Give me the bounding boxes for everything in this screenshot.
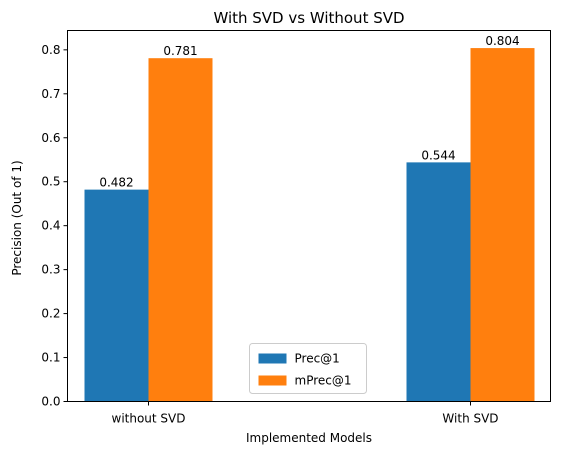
y-tick-label: 0.4 [41,219,60,233]
y-tick-label: 0.7 [41,87,60,101]
bar-mprec1-with-svd [470,48,535,402]
y-tick-label: 0.2 [41,307,60,321]
legend: Prec@1 mPrec@1 [249,343,367,394]
legend-swatch [258,375,287,386]
legend-label: mPrec@1 [295,374,352,388]
legend-label: Prec@1 [295,352,340,366]
data-label: 0.804 [485,34,519,48]
bar-prec1-with-svd [406,162,471,402]
y-axis-ticks: 0.0 0.1 0.2 0.3 0.4 0.5 0.6 0.7 0.8 [41,43,68,409]
bar-prec1-without-svd [84,189,149,402]
data-label: 0.781 [163,44,197,58]
x-axis-ticks: without SVD With SVD [112,401,499,426]
y-tick-label: 0.6 [41,131,60,145]
y-tick-label: 0.5 [41,175,60,189]
y-tick-label: 0.8 [41,43,60,57]
y-tick-label: 0.0 [41,395,60,409]
plot-frame [67,30,551,402]
legend-swatch [258,353,287,364]
y-tick-label: 0.1 [41,351,60,365]
x-axis-label: Implemented Models [246,431,372,445]
x-tick-label: With SVD [442,412,498,426]
y-axis-label: Precision (Out of 1) [10,160,24,275]
value-labels-group: 0.482 0.544 0.781 0.804 [99,34,519,190]
bars-group [84,48,535,402]
x-tick-label: without SVD [112,412,186,426]
bar-mprec1-without-svd [148,58,213,402]
chart-title: With SVD vs Without SVD [213,9,404,27]
data-label: 0.482 [99,176,133,190]
data-label: 0.544 [421,148,455,162]
y-tick-label: 0.3 [41,263,60,277]
